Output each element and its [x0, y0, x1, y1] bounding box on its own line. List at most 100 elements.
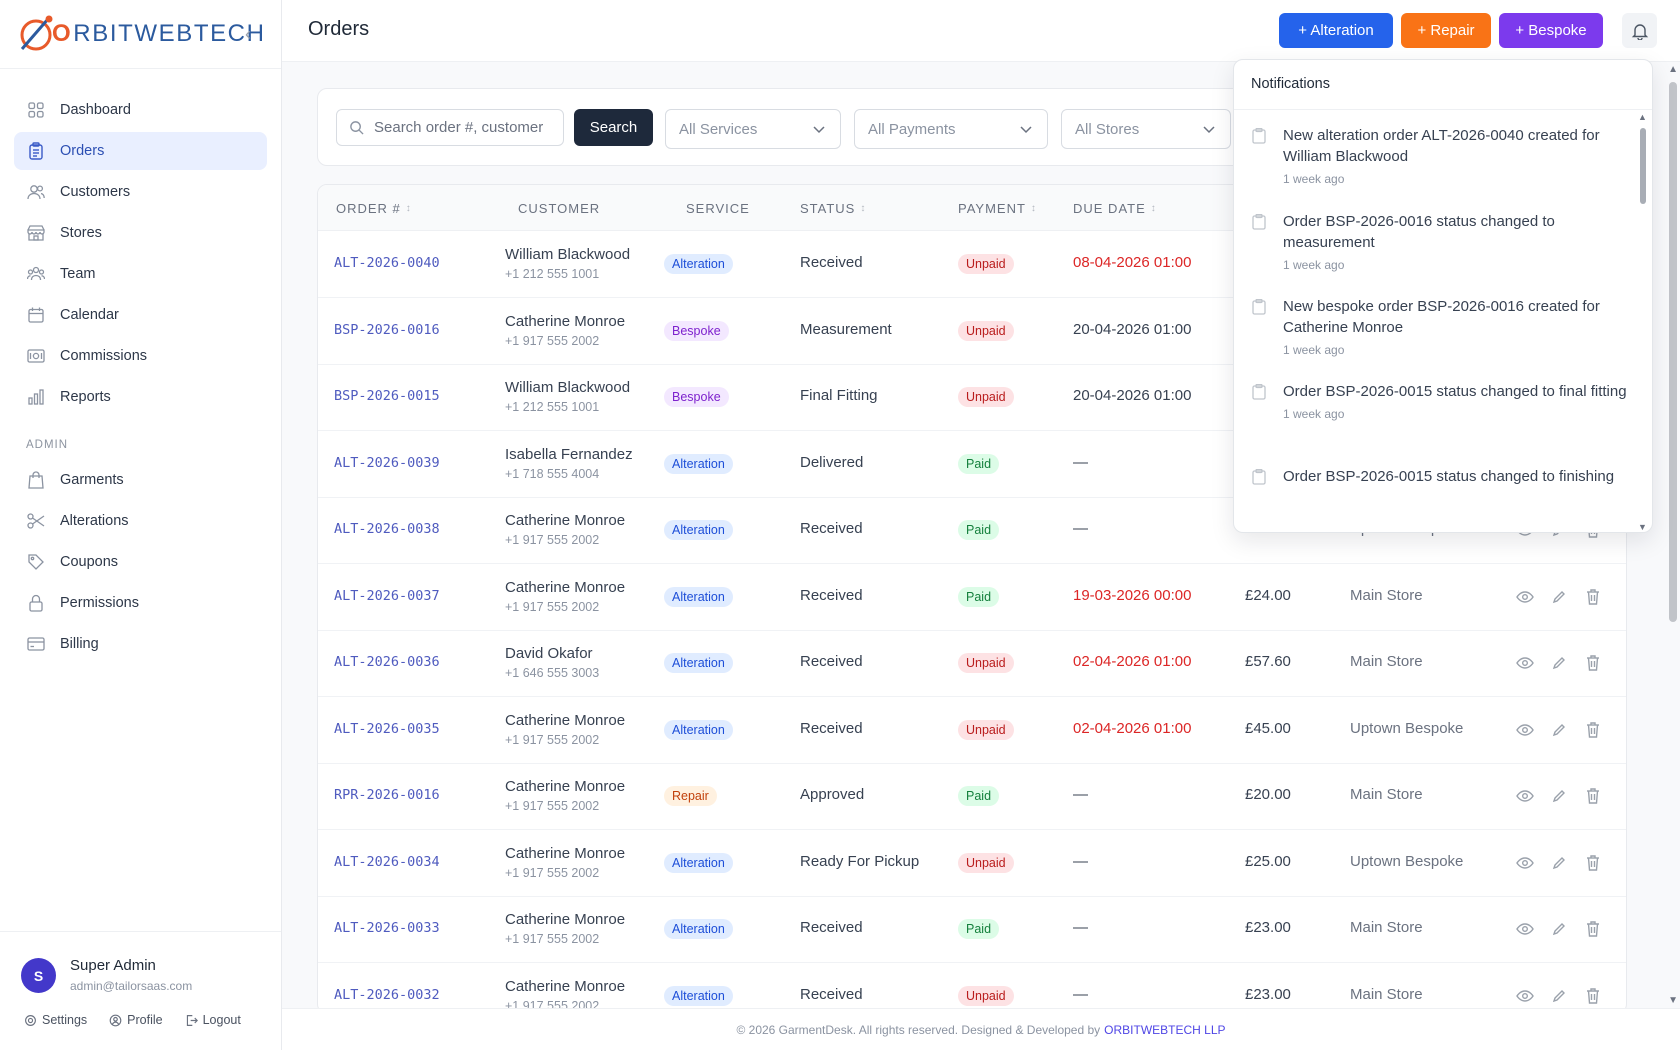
nav-commissions[interactable]: Commissions — [14, 337, 267, 375]
table-row[interactable]: ALT-2026-0032 Catherine Monroe +1 917 555 … — [318, 963, 1626, 1014]
col-status[interactable]: STATUS ↕ — [800, 201, 866, 216]
order-status: Received — [800, 719, 863, 737]
delete-icon[interactable] — [1584, 787, 1602, 805]
table-row[interactable]: ALT-2026-0039 Isabella Fernandez +1 718 55… — [318, 431, 1626, 498]
settings-link[interactable]: Settings — [24, 1013, 87, 1027]
page-scrollbar[interactable]: ▲ ▼ — [1666, 62, 1680, 1008]
edit-icon[interactable] — [1550, 787, 1568, 805]
table-row[interactable]: RPR-2026-0016 Catherine Monroe +1 917 555 … — [318, 763, 1626, 830]
delete-icon[interactable] — [1584, 987, 1602, 1005]
edit-icon[interactable] — [1550, 987, 1568, 1005]
new-alteration-button[interactable]: + Alteration — [1279, 13, 1393, 48]
delete-icon[interactable] — [1584, 854, 1602, 872]
search-button[interactable]: Search — [574, 109, 653, 146]
delete-icon[interactable] — [1584, 654, 1602, 672]
order-number-link[interactable]: ALT-2026-0032 — [334, 986, 440, 1003]
search-input[interactable] — [374, 119, 554, 136]
edit-icon[interactable] — [1550, 920, 1568, 938]
order-number-link[interactable]: ALT-2026-0037 — [334, 587, 440, 604]
order-number-link[interactable]: ALT-2026-0033 — [334, 920, 440, 936]
order-number-link[interactable]: ALT-2026-0035 — [334, 720, 440, 737]
lock-icon — [26, 593, 46, 613]
delete-icon[interactable] — [1584, 721, 1602, 739]
avatar[interactable]: S — [21, 958, 56, 993]
search-icon — [350, 121, 364, 135]
edit-icon[interactable] — [1550, 721, 1568, 739]
scroll-up-icon[interactable]: ▲ — [1638, 112, 1647, 122]
nav-billing[interactable]: Billing — [14, 625, 267, 663]
nav-calendar[interactable]: Calendar — [14, 296, 267, 334]
scroll-up-icon[interactable]: ▲ — [1668, 64, 1678, 75]
nav-permissions[interactable]: Permissions — [14, 584, 267, 622]
delete-icon[interactable] — [1584, 588, 1602, 606]
brand-logo[interactable]: ORBITWEBTECH — [18, 13, 266, 55]
collapse-sidebar-icon[interactable]: ‹ — [245, 24, 251, 44]
order-number-link[interactable]: BSP-2026-0015 — [334, 388, 440, 404]
order-status: Delivered — [800, 453, 864, 471]
nav-label: Customers — [60, 184, 131, 200]
notifications-scroll-thumb[interactable] — [1640, 128, 1646, 204]
table-row[interactable]: BSP-2026-0016 Catherine Monroe +1 917 555 … — [318, 298, 1626, 365]
order-number-link[interactable]: ALT-2026-0036 — [334, 654, 440, 670]
delete-icon[interactable] — [1584, 920, 1602, 938]
payments-select[interactable]: All Payments — [854, 109, 1048, 149]
nav-orders[interactable]: Orders — [14, 132, 267, 170]
nav-alterations[interactable]: Alterations — [14, 502, 267, 540]
view-icon[interactable] — [1516, 654, 1534, 672]
due-date: 02-04-2026 01:00 — [1073, 719, 1192, 737]
order-number-link[interactable]: BSP-2026-0016 — [334, 321, 440, 338]
user-block: S Super Admin admin@tailorsaas.com Setti… — [0, 931, 281, 1050]
view-icon[interactable] — [1516, 987, 1534, 1005]
edit-icon[interactable] — [1550, 654, 1568, 672]
nav-team[interactable]: Team — [14, 255, 267, 293]
payment-badge: Unpaid — [958, 254, 1014, 274]
scroll-down-icon[interactable]: ▼ — [1668, 995, 1678, 1006]
footer-link[interactable]: ORBITWEBTECH LLP — [1104, 1022, 1226, 1037]
logout-link[interactable]: Logout — [185, 1013, 241, 1027]
table-row[interactable]: ALT-2026-0034 Catherine Monroe +1 917 555 … — [318, 830, 1626, 897]
nav-garments[interactable]: Garments — [14, 461, 267, 499]
profile-link[interactable]: Profile — [109, 1013, 163, 1027]
nav-customers[interactable]: Customers — [14, 173, 267, 211]
view-icon[interactable] — [1516, 920, 1534, 938]
search-field[interactable] — [336, 109, 564, 146]
order-number-link[interactable]: RPR-2026-0016 — [334, 787, 440, 803]
due-date: — — [1073, 453, 1088, 471]
view-icon[interactable] — [1516, 721, 1534, 739]
table-row[interactable]: ALT-2026-0033 Catherine Monroe +1 917 555 … — [318, 896, 1626, 963]
scroll-down-icon[interactable]: ▼ — [1638, 522, 1647, 532]
order-number-link[interactable]: ALT-2026-0034 — [334, 853, 440, 870]
table-row[interactable]: BSP-2026-0015 William Blackwood +1 212 555… — [318, 364, 1626, 431]
new-bespoke-button[interactable]: + Bespoke — [1499, 13, 1603, 48]
notification-time: 1 week ago — [1283, 407, 1345, 421]
customer-phone: +1 212 555 1001 — [505, 267, 600, 281]
view-icon[interactable] — [1516, 787, 1534, 805]
nav-stores[interactable]: Stores — [14, 214, 267, 252]
service-badge: Alteration — [664, 254, 733, 274]
edit-icon[interactable] — [1550, 854, 1568, 872]
nav-dashboard[interactable]: Dashboard — [14, 91, 267, 129]
view-icon[interactable] — [1516, 854, 1534, 872]
table-row[interactable]: ALT-2026-0035 Catherine Monroe +1 917 555 … — [318, 697, 1626, 764]
col-due-date[interactable]: DUE DATE ↕ — [1073, 201, 1157, 216]
table-row[interactable]: ALT-2026-0037 Catherine Monroe +1 917 555 … — [318, 564, 1626, 631]
table-row[interactable]: ALT-2026-0036 David Okafor +1 646 555 3003… — [318, 630, 1626, 697]
document-icon — [1252, 127, 1266, 149]
view-icon[interactable] — [1516, 588, 1534, 606]
col-order[interactable]: ORDER # ↕ — [336, 201, 412, 216]
order-number-link[interactable]: ALT-2026-0038 — [334, 521, 440, 537]
new-repair-button[interactable]: + Repair — [1401, 13, 1491, 48]
notifications-scrollbar[interactable]: ▲ ▼ — [1638, 112, 1648, 532]
order-number-link[interactable]: ALT-2026-0040 — [334, 255, 440, 271]
nav-reports[interactable]: Reports — [14, 378, 267, 416]
edit-icon[interactable] — [1550, 588, 1568, 606]
calendar-icon — [26, 305, 46, 325]
col-payment[interactable]: PAYMENT ↕ — [958, 201, 1037, 216]
order-number-link[interactable]: ALT-2026-0039 — [334, 454, 440, 471]
services-select[interactable]: All Services — [665, 109, 841, 149]
stores-select[interactable]: All Stores — [1061, 109, 1231, 149]
page-scroll-thumb[interactable] — [1669, 82, 1677, 622]
nav-coupons[interactable]: Coupons — [14, 543, 267, 581]
notifications-button[interactable] — [1622, 13, 1657, 48]
table-row[interactable]: ALT-2026-0040 William Blackwood +1 212 555… — [318, 231, 1626, 298]
